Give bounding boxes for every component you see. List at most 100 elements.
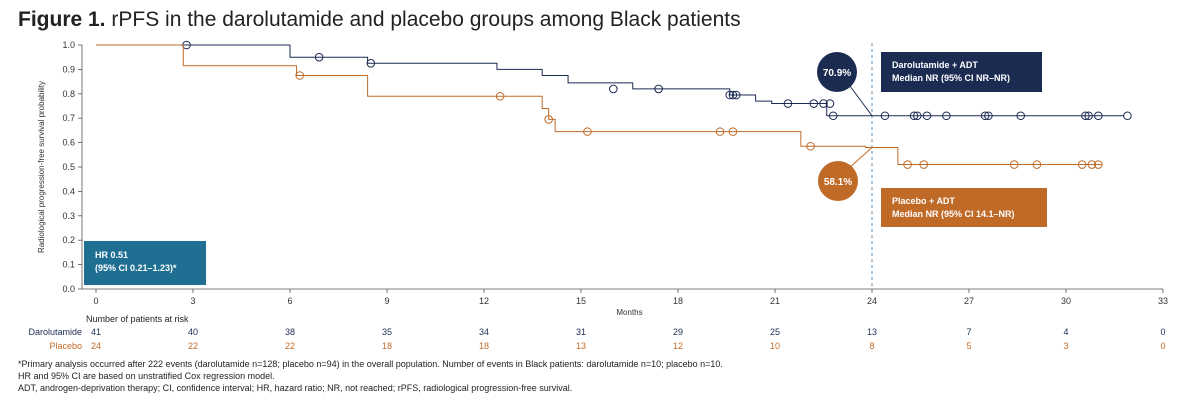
censor-mark-darolutamide [984,111,993,121]
y-tick-label: 0.7 [62,113,75,123]
censor-mark-darolutamide [809,99,819,108]
x-tick-label: 3 [190,296,195,306]
risk-value: 13 [867,327,877,337]
censor-mark-placebo [295,71,305,80]
risk-value: 38 [285,327,295,337]
censor-mark-placebo [806,141,815,151]
x-tick-label: 27 [964,296,974,306]
placebo-percent-bubble [818,161,858,201]
censor-mark-darolutamide [366,59,376,68]
daro-label-box [881,52,1042,92]
risk-value: 10 [770,341,780,351]
censor-mark-placebo [495,91,505,101]
censor-mark-placebo [583,127,592,136]
censor-mark-darolutamide [783,99,793,108]
censor-mark-darolutamide [825,99,835,108]
daro-percent-bubble [817,52,857,92]
x-tick-label: 9 [384,296,389,306]
risk-value: 0 [1160,341,1165,351]
risk-value: 12 [673,341,683,351]
daro-connector [846,81,873,117]
censor-mark-darolutamide [314,52,324,62]
risk-value: 22 [285,341,295,351]
censor-mark-placebo [715,127,725,136]
risk-value: 24 [91,341,101,351]
annotations: 70.9% Darolutamide + ADT Median NR (95% CI… [84,52,1047,285]
footnotes: *Primary analysis occurred after 222 eve… [18,358,723,394]
y-tick-label: 0.5 [62,162,75,172]
x-tick-label: 30 [1061,296,1071,306]
censor-mark-darolutamide [609,84,618,94]
censor-mark-darolutamide [980,111,990,121]
risk-value: 22 [188,341,198,351]
censor-mark-darolutamide [1094,111,1103,121]
censor-mark-darolutamide [731,90,741,100]
y-tick-label: 0.8 [62,89,75,99]
x-tick-label: 0 [93,296,98,306]
y-tick-label: 0.2 [62,235,75,245]
risk-value: 8 [869,341,874,351]
figure-title-text: rPFS in the darolutamide and placebo gro… [105,8,741,31]
risk-value: 25 [770,327,780,337]
censor-mark-placebo [1087,160,1097,169]
censor-mark-darolutamide [880,111,890,121]
footnote-1: *Primary analysis occurred after 222 eve… [18,359,723,369]
x-tick-label: 24 [867,296,877,306]
x-axis-label: Months [616,308,642,317]
censor-mark-placebo [1009,160,1019,169]
censor-mark-darolutamide [819,99,828,108]
daro-box-title: Darolutamide + ADT [892,60,978,70]
hr-ci: (95% CI 0.21–1.23)* [95,263,177,273]
placebo-label-box [881,188,1047,227]
risk-value: 18 [382,341,392,351]
x-tick-label: 33 [1158,296,1168,306]
risk-value: 41 [91,327,101,337]
km-chart: 0.0 0.1 0.2 0.3 0.4 0.5 0.6 0.7 0.8 0.9 1.0 0 3 6 9 12 1… [28,40,1168,351]
km-curve-darolutamide [96,44,1125,117]
censor-mark-placebo [544,115,553,124]
censor-mark-darolutamide [912,111,922,121]
x-tick-label: 18 [673,296,683,306]
censor-mark-darolutamide [828,111,838,121]
risk-value: 40 [188,327,198,337]
y-tick-label: 0.9 [62,64,75,74]
y-tick-label: 1.0 [62,40,75,50]
placebo-box-title: Placebo + ADT [892,196,955,206]
y-tick-label: 0.1 [62,260,75,270]
censor-mark-darolutamide [922,111,932,121]
censor-mark-placebo [1077,160,1087,169]
figure-title: Figure 1. rPFS in the darolutamide and p… [18,8,741,32]
daro-percent-label: 70.9% [823,68,851,79]
censor-mark-placebo [919,160,929,169]
x-tick-label: 15 [576,296,586,306]
x-tick-label: 12 [479,296,489,306]
footnote-2: HR and 95% CI are based on unstratified … [18,371,275,381]
risk-table-header: Number of patients at risk [86,314,189,324]
risk-value: 34 [479,327,489,337]
risk-value: 4 [1063,327,1068,337]
censor-mark-darolutamide [1081,111,1090,121]
censor-mark-darolutamide [725,90,735,100]
km-curve-placebo [96,44,1102,166]
hr-box [84,241,206,285]
censor-mark-darolutamide [909,111,919,121]
risk-value: 0 [1160,327,1165,337]
risk-value: 31 [576,327,586,337]
placebo-connector [847,147,873,170]
placebo-percent-label: 58.1% [824,177,852,188]
hr-value: HR 0.51 [95,250,128,260]
censor-mark-placebo [728,127,738,136]
censor-mark-placebo [1094,160,1103,169]
y-axis-label: Radiological progression-free survival p… [37,81,46,253]
censor-mark-darolutamide [1123,111,1132,121]
y-tick-label: 0.6 [62,138,75,148]
censor-mark-darolutamide [1016,111,1026,121]
placebo-box-median: Median NR (95% CI 14.1–NR) [892,209,1015,219]
x-tick-label: 6 [287,296,292,306]
y-tick-label: 0.3 [62,211,75,221]
censor-mark-placebo [903,160,912,169]
y-tick-label: 0.0 [62,284,75,294]
axes: 0.0 0.1 0.2 0.3 0.4 0.5 0.6 0.7 0.8 0.9 1.0 0 3 6 9 12 1… [37,40,1168,317]
censor-mark-darolutamide [1084,111,1093,121]
